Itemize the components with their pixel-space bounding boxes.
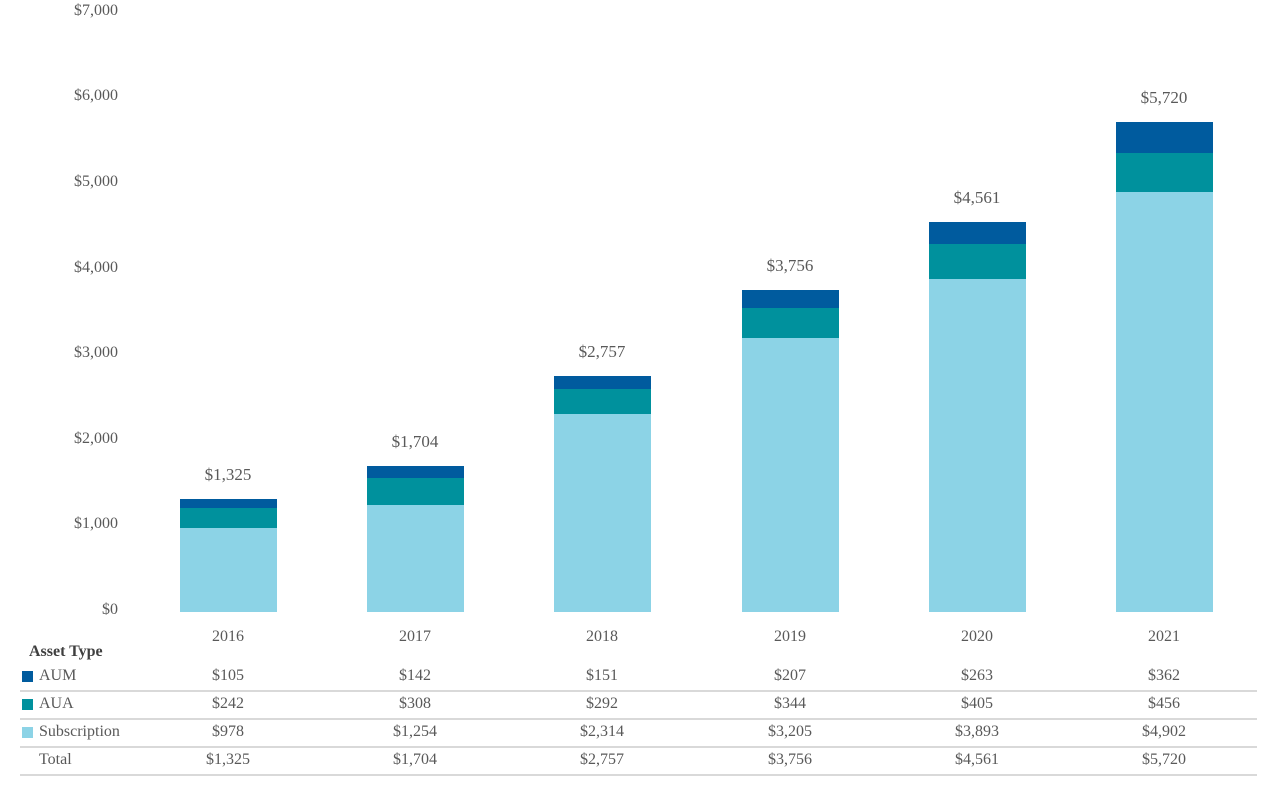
table-cell-subscription-2019: $3,205 bbox=[768, 723, 812, 740]
table-cell-subscription-2016: $978 bbox=[212, 723, 244, 740]
bar-2019 bbox=[741, 290, 839, 612]
x-axis-label-2017: 2017 bbox=[399, 628, 431, 645]
table-cell-subscription-2021: $4,902 bbox=[1142, 723, 1186, 740]
bar-segment-subscription-2020 bbox=[928, 278, 1026, 612]
table-cell-total-2020: $4,561 bbox=[955, 751, 999, 768]
table-cell-subscription-2018: $2,314 bbox=[580, 723, 624, 740]
bar-total-label-2016: $1,325 bbox=[204, 464, 252, 484]
bar-segment-subscription-2021 bbox=[1115, 192, 1213, 612]
y-axis-tick-label: $1,000 bbox=[74, 515, 118, 533]
y-axis-tick-label: $4,000 bbox=[74, 258, 118, 276]
table-cell-total-2017: $1,704 bbox=[393, 751, 437, 768]
bar-segment-subscription-2019 bbox=[741, 337, 839, 612]
bar-segment-aum-2017 bbox=[366, 466, 464, 479]
bar-segment-aua-2016 bbox=[179, 507, 277, 529]
bar-segment-aua-2017 bbox=[366, 478, 464, 505]
table-cell-aua-2016: $242 bbox=[212, 695, 244, 712]
table-cell-subscription-2017: $1,254 bbox=[393, 723, 437, 740]
x-axis-label-2021: 2021 bbox=[1148, 628, 1180, 645]
table-header-asset-type: Asset Type bbox=[29, 643, 103, 660]
bar-total-label-2021: $5,720 bbox=[1140, 88, 1188, 108]
legend-swatch-aua-icon bbox=[22, 698, 33, 710]
bar-segment-aum-2019 bbox=[741, 290, 839, 309]
bar-segment-aua-2018 bbox=[553, 388, 651, 414]
table-cell-aum-2021: $362 bbox=[1148, 667, 1180, 684]
bar-segment-subscription-2018 bbox=[553, 413, 651, 612]
x-axis-label-2016: 2016 bbox=[212, 628, 244, 645]
bar-segment-aua-2020 bbox=[928, 244, 1026, 279]
table-separator-line bbox=[20, 718, 1257, 720]
bar-2017 bbox=[366, 466, 464, 612]
bar-total-label-2020: $4,561 bbox=[953, 187, 1001, 207]
legend-swatch-aum-icon bbox=[22, 670, 33, 682]
bar-2020 bbox=[928, 221, 1026, 612]
bar-segment-aum-2018 bbox=[553, 376, 651, 389]
legend-item-total: Total bbox=[22, 750, 72, 770]
table-cell-aua-2021: $456 bbox=[1148, 695, 1180, 712]
table-cell-aum-2017: $142 bbox=[399, 667, 431, 684]
bar-segment-aum-2016 bbox=[179, 498, 277, 508]
legend-item-aum: AUM bbox=[22, 666, 76, 686]
bar-total-label-2017: $1,704 bbox=[391, 432, 439, 452]
y-axis-tick-label: $5,000 bbox=[74, 173, 118, 190]
y-axis-tick-label: $3,000 bbox=[74, 344, 118, 362]
legend-label-aum: AUM bbox=[39, 667, 77, 684]
legend-label-subscription: Subscription bbox=[39, 723, 120, 740]
table-cell-aua-2018: $292 bbox=[586, 695, 618, 712]
table-separator-line bbox=[20, 690, 1257, 692]
bar-2016 bbox=[179, 498, 277, 612]
table-cell-aum-2018: $151 bbox=[586, 667, 618, 684]
bar-segment-aum-2021 bbox=[1115, 122, 1213, 154]
bar-total-label-2019: $3,756 bbox=[766, 256, 814, 276]
table-cell-total-2021: $5,720 bbox=[1142, 751, 1186, 768]
legend-label-total: Total bbox=[39, 751, 72, 768]
bar-2021 bbox=[1115, 122, 1213, 612]
x-axis-label-2020: 2020 bbox=[961, 628, 993, 645]
y-axis-tick-label: $6,000 bbox=[74, 87, 118, 105]
x-axis-label-2018: 2018 bbox=[586, 628, 618, 645]
bar-total-label-2018: $2,757 bbox=[578, 342, 626, 361]
table-cell-total-2016: $1,325 bbox=[206, 751, 250, 768]
table-cell-aua-2020: $405 bbox=[961, 695, 993, 712]
table-cell-aum-2020: $263 bbox=[961, 667, 993, 684]
table-cell-aum-2019: $207 bbox=[774, 667, 806, 684]
y-axis-tick-label: $7,000 bbox=[74, 1, 118, 19]
x-axis-label-2019: 2019 bbox=[774, 628, 806, 645]
table-separator-line bbox=[20, 746, 1257, 748]
table-cell-total-2018: $2,757 bbox=[580, 751, 624, 768]
bar-segment-subscription-2016 bbox=[179, 528, 277, 612]
legend-item-aua: AUA bbox=[22, 694, 74, 714]
legend-swatch-subscription-icon bbox=[22, 726, 33, 738]
bar-2018 bbox=[553, 376, 651, 612]
table-separator-line bbox=[20, 774, 1257, 776]
bar-segment-aua-2021 bbox=[1115, 153, 1213, 193]
table-cell-aua-2019: $344 bbox=[774, 695, 806, 712]
bar-segment-aua-2019 bbox=[741, 308, 839, 338]
legend-label-aua: AUA bbox=[39, 695, 74, 712]
legend-swatch-spacer bbox=[22, 755, 33, 766]
table-cell-aum-2016: $105 bbox=[212, 667, 244, 684]
table-cell-aua-2017: $308 bbox=[399, 695, 431, 712]
legend-item-subscription: Subscription bbox=[22, 722, 120, 742]
bar-segment-subscription-2017 bbox=[366, 504, 464, 612]
table-cell-total-2019: $3,756 bbox=[768, 751, 812, 768]
table-cell-subscription-2020: $3,893 bbox=[955, 723, 999, 740]
y-axis-tick-label: $0 bbox=[102, 601, 118, 618]
y-axis-tick-label: $2,000 bbox=[74, 429, 118, 447]
bar-segment-aum-2020 bbox=[928, 221, 1026, 245]
